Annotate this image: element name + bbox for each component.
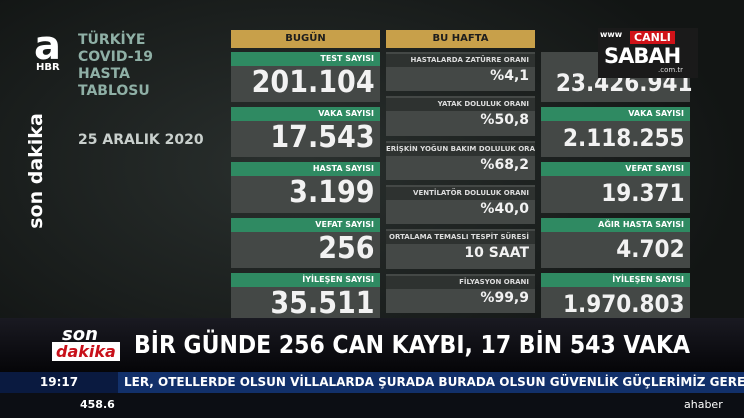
stat-value: 201.104 <box>251 65 375 100</box>
stat-value: %68,2 <box>480 156 529 173</box>
board-date: 25 ARALIK 2020 <box>78 132 204 148</box>
stat-cell: HASTA SAYISI 3.199 <box>231 162 380 213</box>
stat-cell: VENTİLATÖR DOLULUK ORANI %40,0 <box>386 185 535 225</box>
stat-cell: AĞIR HASTA SAYISI 4.702 <box>541 217 690 268</box>
title-line: HASTA <box>78 66 130 82</box>
bottom-bar: 458.6 ahaber <box>0 393 744 418</box>
column-header: BU HAFTA <box>386 30 535 48</box>
bottom-channel: ahaber <box>684 398 723 411</box>
stat-cell: TEST SAYISI 201.104 <box>231 52 380 103</box>
live-label: CANLI <box>630 31 675 44</box>
stat-value: 4.702 <box>616 234 685 263</box>
stat-value: 1.970.803 <box>562 289 685 318</box>
stat-value: 10 SAAT <box>464 245 529 262</box>
stat-cell: VAKA SAYISI 2.118.255 <box>541 107 690 158</box>
stat-label: VEFAT SAYISI <box>231 217 380 232</box>
live-brand: SABAH <box>604 44 681 68</box>
ticker-time: 19:17 <box>0 372 118 393</box>
stat-cell: ORTALAMA TEMASLI TESPİT SÜRESİ 10 SAAT <box>386 229 535 269</box>
stat-value: 256 <box>318 230 375 266</box>
ticker-bar: 19:17 LER, OTELLERDE OLSUN VİLLALARDA ŞU… <box>0 372 744 393</box>
stat-value: %50,8 <box>480 112 529 129</box>
stat-value: 19.371 <box>601 179 685 208</box>
headline-text: BİR GÜNDE 256 CAN KAYBI, 17 BİN 543 VAKA <box>134 330 691 359</box>
stat-value: 2.118.255 <box>562 124 685 153</box>
stat-label: HASTALARDA ZATÜRRE ORANI <box>386 54 535 67</box>
stat-value: %99,9 <box>480 289 529 306</box>
stat-cell: YATAK DOLULUK ORANI %50,8 <box>386 96 535 136</box>
stat-label: ERİŞKİN YOĞUN BAKIM DOLULUK ORANI <box>386 142 535 156</box>
stat-value: 3.199 <box>289 175 375 211</box>
channel-logo: a <box>34 23 61 69</box>
stat-value: %40,0 <box>480 201 529 217</box>
stat-label: FİLYASYON ORANI <box>386 275 535 289</box>
stat-label: VENTİLATÖR DOLULUK ORANI <box>386 187 535 200</box>
stat-cell: VEFAT SAYISI 256 <box>231 217 380 268</box>
stat-cell: İYİLEŞEN SAYISI 35.511 <box>231 272 380 323</box>
title-line: COVID-19 <box>78 49 154 65</box>
stat-label: VEFAT SAYISI <box>541 162 690 177</box>
badge-bottom: dakika <box>52 342 120 361</box>
live-badge: www CANLI SABAH .com.tr <box>598 28 698 78</box>
live-domain: .com.tr <box>658 66 684 74</box>
board-title: TÜRKİYE COVID-19 HASTA TABLOSU <box>78 32 153 100</box>
stat-cell: HASTALARDA ZATÜRRE ORANI %4,1 <box>386 52 535 92</box>
stat-label: AĞIR HASTA SAYISI <box>541 217 690 232</box>
ticker-text: LER, OTELLERDE OLSUN VİLLALARDA ŞURADA B… <box>124 375 744 389</box>
title-line: TABLOSU <box>78 83 150 99</box>
live-www: www <box>600 30 623 39</box>
market-index: 458.6 <box>80 398 115 411</box>
stat-cell: ERİŞKİN YOĞUN BAKIM DOLULUK ORANI %68,2 <box>386 140 535 180</box>
stat-label: VAKA SAYISI <box>541 107 690 122</box>
stat-cell: İYİLEŞEN SAYISI 1.970.803 <box>541 272 690 323</box>
stat-label: İYİLEŞEN SAYISI <box>231 272 380 287</box>
stat-label: VAKA SAYISI <box>231 107 380 122</box>
stat-label: TEST SAYISI <box>231 52 380 66</box>
column-header: BUGÜN <box>231 30 380 48</box>
stat-value: 17.543 <box>270 120 375 156</box>
stat-cell: VEFAT SAYISI 19.371 <box>541 162 690 213</box>
stat-label: İYİLEŞEN SAYISI <box>541 272 690 287</box>
channel-name: HBR <box>36 62 60 73</box>
stat-label: ORTALAMA TEMASLI TESPİT SÜRESİ <box>386 231 535 245</box>
headline-bar: son dakika BİR GÜNDE 256 CAN KAYBI, 17 B… <box>0 318 744 372</box>
badge-top: son <box>62 324 98 345</box>
stat-value: 35.511 <box>270 285 375 321</box>
stat-label: YATAK DOLULUK ORANI <box>386 98 535 112</box>
stat-value: %4,1 <box>490 68 529 84</box>
stat-label: HASTA SAYISI <box>231 162 380 177</box>
stat-cell: VAKA SAYISI 17.543 <box>231 107 380 158</box>
title-line: TÜRKİYE <box>78 32 146 48</box>
stat-cell: FİLYASYON ORANI %99,9 <box>386 273 535 313</box>
